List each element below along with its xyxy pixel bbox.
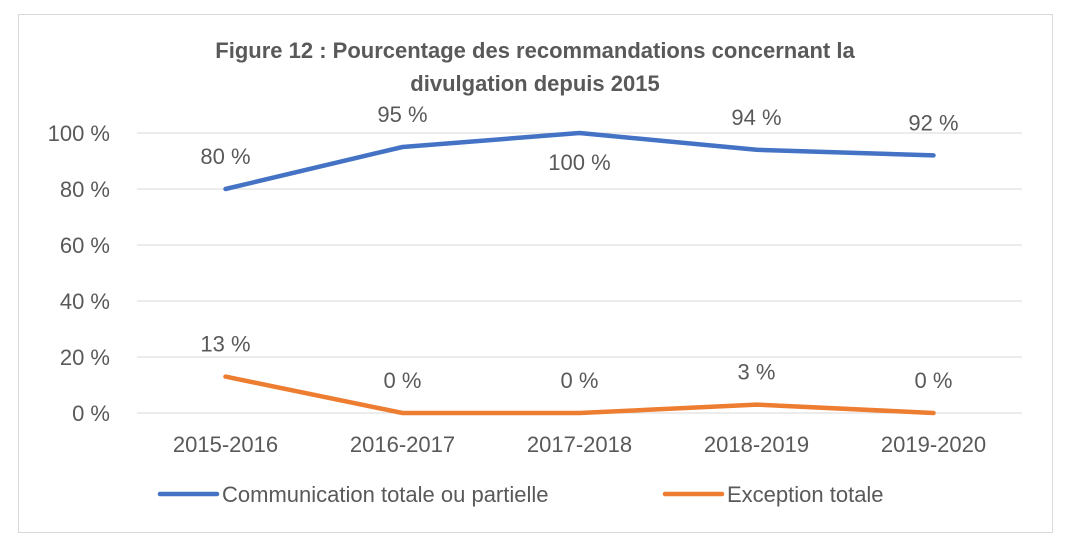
data-label: 92 % [908, 110, 958, 135]
chart-title-line-1: Figure 12 : Pourcentage des recommandati… [215, 38, 855, 63]
x-tick-label: 2019-2020 [881, 432, 986, 457]
y-tick-label: 100 % [48, 121, 110, 146]
data-label: 0 % [384, 368, 422, 393]
y-tick-label: 20 % [60, 345, 110, 370]
series-line-2 [223, 374, 936, 416]
x-tick-label: 2016-2017 [350, 432, 455, 457]
data-label: 3 % [738, 360, 776, 385]
legend-label: Communication totale ou partielle [222, 482, 549, 507]
x-tick-label: 2018-2019 [704, 432, 809, 457]
data-label: 94 % [731, 105, 781, 130]
y-tick-label: 80 % [60, 177, 110, 202]
x-tick-label: 2015-2016 [173, 432, 278, 457]
y-tick-label: 60 % [60, 233, 110, 258]
data-label: 80 % [200, 144, 250, 169]
chart-border [18, 14, 1053, 533]
data-label: 95 % [377, 102, 427, 127]
data-label: 13 % [200, 332, 250, 357]
legend-label: Exception totale [727, 482, 884, 507]
chart-title-line-2: divulgation depuis 2015 [410, 71, 659, 96]
y-tick-label: 40 % [60, 289, 110, 314]
data-label: 0 % [561, 368, 599, 393]
data-label: 0 % [915, 368, 953, 393]
series-line-1 [223, 130, 936, 192]
y-tick-label: 0 % [72, 401, 110, 426]
data-label: 100 % [548, 150, 610, 175]
x-tick-label: 2017-2018 [527, 432, 632, 457]
